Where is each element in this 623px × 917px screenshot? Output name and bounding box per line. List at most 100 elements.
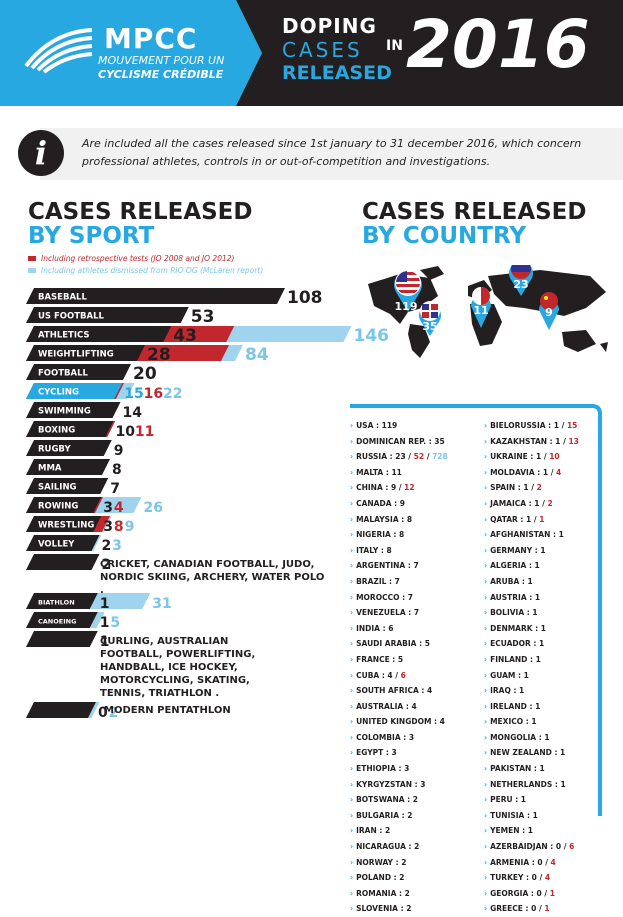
country-retro: 13 [568,436,579,446]
country-name: CANADA : 9 [356,498,405,508]
bar-value-total: 15 [124,386,143,402]
country-row: › MOROCCO : 7 [350,590,448,606]
country-name: MALAYSIA : 8 [356,514,413,524]
arrow-icon: › [484,452,488,462]
bar-value-rio: 31 [152,596,171,612]
arrow-icon: › [484,701,488,711]
bar-note: MODERN PENTATHLON [104,705,231,716]
bar-label: FOOTBALL [38,369,89,379]
country-name: KYRGYZSTAN : 3 [356,779,426,789]
country-retro: 12 [404,483,415,493]
country-list-frame [350,404,602,816]
bar-rio [26,326,352,342]
country-row: › BRAZIL : 7 [350,574,448,590]
bar-total [26,326,172,342]
country-name: AUSTRALIA : 4 [356,701,417,711]
country-row: › ITALY : 8 [350,543,448,559]
arrow-icon: › [484,623,488,633]
country-name: ALGERIA : 1 [490,561,540,571]
bar-label: SWIMMING [38,407,91,417]
country-row: › GUAM : 1 [484,668,579,684]
arrow-icon: › [350,732,354,742]
country-name: RUSSIA : 23 [356,452,406,462]
country-retro: 4 [550,857,556,867]
country-row: › DOMINICAN REP. : 35 [350,434,448,450]
country-name: MONGOLIA : 1 [490,732,550,742]
arrow-icon: › [350,873,354,883]
country-retro: 1 [539,514,545,524]
arrow-icon: › [350,576,354,586]
bar-label: CANOEING [38,618,76,626]
bar-rio [26,612,105,628]
bar-value-total: 43 [173,326,197,346]
bar-note: CURLING, AUSTRALIAN FOOTBALL, POWERLIFTI… [100,636,256,699]
bar-retro [26,345,229,361]
country-row: › KAZAKHSTAN : 1 / 13 [484,436,579,446]
country-name: SPAIN : 1 [490,483,529,493]
arrow-icon: › [484,888,488,898]
country-name: EGYPT : 3 [356,748,397,758]
country-name: GREECE : 0 [490,904,537,914]
country-row: › ETHIOPIA : 3 [350,761,448,777]
bar-total [26,345,145,361]
bar-label: BASEBALL [38,293,87,303]
country-name: NICARAGUA : 2 [356,842,420,852]
bar-total [26,497,102,513]
country-name: AFGHANISTAN : 1 [490,530,564,540]
country-section-title: CASES RELEASED BY COUNTRY [362,200,587,248]
header-logo-panel [0,0,262,106]
country-name: BOTSWANA : 2 [356,795,418,805]
arrow-icon: › [484,810,488,820]
bar-label: CYCLING [38,388,79,398]
country-name: UKRAINE : 1 [490,452,542,462]
bar-total [26,535,100,551]
bar-total [26,440,112,456]
bar-retro [26,421,116,437]
bar-label: BOXING [38,426,75,436]
country-row: › IRAN : 2 [350,823,448,839]
bar-total [26,364,131,380]
country-row: › MOLDAVIA : 1 / 4 [484,467,562,477]
bar-rio [26,535,102,551]
arrow-icon: › [484,467,488,477]
bar-value-retro: 76 [170,345,194,365]
bar-retro [26,326,235,342]
bar-value-total: 3 [103,500,113,516]
bar-label: US FOOTBALL [38,312,105,322]
arrow-icon: › [350,623,354,633]
arrow-icon: › [350,452,354,462]
country-rio: 728 [432,452,448,462]
country-name: FRANCE : 5 [356,654,404,664]
country-name: UNITED KINGDOM : 4 [356,717,445,727]
arrow-icon: › [350,608,354,618]
arrow-icon: › [484,873,488,883]
country-name: AUSTRIA : 1 [490,592,541,602]
bar-total [26,402,121,418]
country-name: DENMARK : 1 [490,623,547,633]
country-row: › IRAQ : 1 [484,683,579,699]
arrow-icon: › [350,483,354,493]
country-row: › EGYPT : 3 [350,745,448,761]
country-name: GEORGIA : 0 [490,888,542,898]
arrow-icon: › [350,842,354,852]
arrow-icon: › [350,904,354,914]
bar-rio [26,345,243,361]
mpcc-logo-icon [24,28,93,74]
country-row: › NEW ZEALAND : 1 [484,745,579,761]
country-row: › INDIA : 6 [350,621,448,637]
country-name: ARUBA : 1 [490,576,533,586]
country-name: BULGARIA : 2 [356,810,413,820]
arrow-icon: › [484,608,488,618]
country-name: ETHIOPIA : 3 [356,764,410,774]
arrow-icon: › [350,717,354,727]
country-row: › SOUTH AFRICA : 4 [350,683,448,699]
bar-label: ROWING [38,502,78,512]
legend-rio-swatch [28,268,36,273]
usa-flag-icon [394,270,422,312]
country-row: › AZERBAIDJAN : 0 / 6 [484,842,575,852]
sport-title-line2: BY SPORT [28,223,155,249]
arrow-icon: › [484,654,488,664]
bar-value-total: 20 [133,364,157,384]
country-row: › SPAIN : 1 / 2 [484,483,542,493]
country-name: USA : 119 [356,421,398,430]
